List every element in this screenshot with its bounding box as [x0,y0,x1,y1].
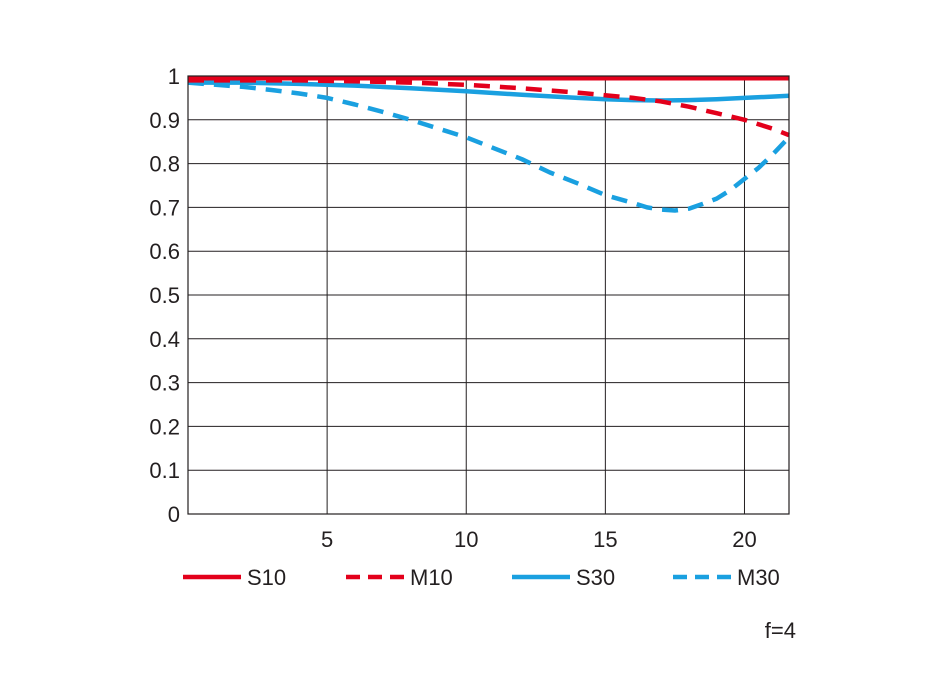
legend: S10 M10 S30 M30 [183,565,780,590]
y-tick-label: 0.9 [149,108,180,133]
y-tick-label: 1 [168,64,180,89]
y-tick-label: 0.8 [149,152,180,177]
y-tick-label: 0.3 [149,371,180,396]
series-line-s30 [188,80,790,103]
legend-label-s30: S30 [576,565,615,590]
series-line-m10 [188,78,790,138]
aperture-note: f=4 [765,618,796,643]
grid [188,75,789,515]
x-tick-label: 20 [732,527,756,552]
legend-label-s10: S10 [247,565,286,590]
series-line-m30 [187,80,791,213]
legend-label-m30: M30 [737,565,780,590]
y-tick-label: 0.5 [149,283,180,308]
x-tick-label: 10 [454,527,478,552]
x-tick-label: 5 [321,527,333,552]
series-lines [187,75,791,213]
y-tick-label: 0.7 [149,195,180,220]
y-tick-label: 0.1 [149,458,180,483]
x-axis-tick-labels: 5 10 15 20 [321,527,757,552]
y-tick-label: 0 [168,502,180,527]
y-axis-tick-labels: 0 0.1 0.2 0.3 0.4 0.5 0.6 0.7 0.8 0.9 1 [149,64,180,527]
plot-frame [187,75,790,515]
y-tick-label: 0.6 [149,239,180,264]
x-tick-label: 15 [593,527,617,552]
legend-label-m10: M10 [410,565,453,590]
y-tick-label: 0.2 [149,414,180,439]
y-tick-label: 0.4 [149,327,180,352]
